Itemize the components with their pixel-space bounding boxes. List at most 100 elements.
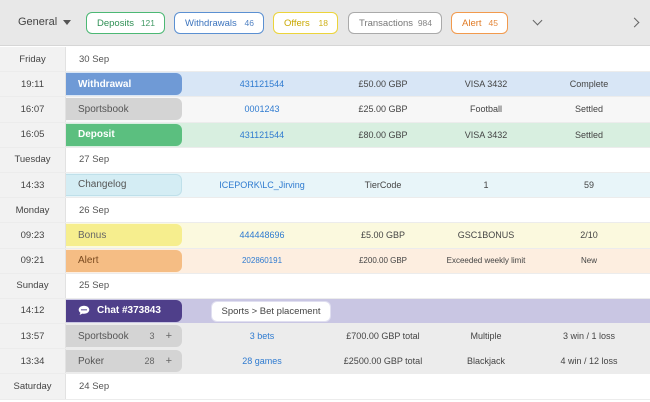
reference-link[interactable]: 3 bets (249, 331, 275, 342)
field-name: TierCode (364, 180, 402, 191)
row-time: 16:07 (0, 97, 66, 122)
offers-filter-chip[interactable]: Offers 18 (273, 12, 338, 34)
amount: £700.00 GBP total (346, 331, 420, 342)
day-header: Monday 26 Sep (0, 198, 650, 224)
chat-bubble-icon (78, 306, 90, 316)
group-count: 3 (149, 331, 155, 342)
caret-down-icon (63, 19, 72, 25)
detail: VISA 3432 (464, 79, 508, 90)
amount: £50.00 GBP (358, 79, 408, 90)
reference-link[interactable]: 202860191 (241, 256, 283, 266)
chip-count: 45 (488, 18, 498, 28)
detail: VISA 3432 (464, 129, 508, 140)
detail: Exceeded weekly limit (446, 256, 526, 266)
new-value: 59 (583, 180, 594, 191)
alert-tag[interactable]: Alert (66, 249, 182, 272)
amount: £5.00 GBP (360, 230, 406, 241)
general-dropdown[interactable]: General (18, 16, 72, 28)
reference-link[interactable]: 0001243 (244, 104, 280, 115)
chat-label: Chat #373843 (97, 305, 161, 317)
withdrawal-tag[interactable]: Withdrawal (66, 73, 182, 96)
alert-filter-chip[interactable]: Alert 45 (451, 12, 508, 34)
day-header: Tuesday 27 Sep (0, 147, 650, 173)
amount: £200.00 GBP (358, 256, 408, 266)
deposit-tag[interactable]: Deposit (66, 123, 182, 146)
plus-icon[interactable]: + (165, 330, 172, 343)
chip-count: 984 (417, 18, 432, 28)
chip-label: Deposits (97, 17, 134, 29)
chip-label: Transactions (359, 17, 414, 29)
day-name: Sunday (0, 273, 66, 298)
changelog-tag[interactable]: Changelog (66, 173, 182, 196)
activity-row[interactable]: 09:21 Alert 202860191 £200.00 GBP Exceed… (0, 248, 650, 274)
bonus-tag[interactable]: Bonus (66, 224, 182, 247)
status: New (580, 256, 597, 266)
poker-group-tag[interactable]: Poker 28 + (66, 350, 182, 373)
chevron-right-icon[interactable] (629, 17, 640, 28)
activity-row[interactable]: 13:34 Poker 28 + 28 games £2500.00 GBP t… (0, 349, 650, 375)
row-time: 09:23 (0, 223, 66, 248)
row-time: 19:11 (0, 72, 66, 97)
chip-label: Alert (462, 17, 482, 29)
day-name: Monday (0, 198, 66, 223)
day-header: Saturday 24 Sep (0, 374, 650, 400)
row-time: 16:05 (0, 122, 66, 147)
plus-icon[interactable]: + (165, 355, 172, 368)
reference-link[interactable]: 431121544 (239, 129, 285, 140)
deposits-filter-chip[interactable]: Deposits 121 (86, 12, 165, 34)
day-date: 26 Sep (79, 204, 110, 216)
status: Settled (574, 104, 604, 115)
day-name: Friday (0, 47, 66, 72)
reference-link[interactable]: 444448696 (239, 230, 285, 241)
status: 4 win / 12 loss (560, 356, 618, 367)
activity-row[interactable]: 14:12 Chat #373843 Sports > Bet placemen… (0, 298, 650, 325)
status: 2/10 (580, 230, 598, 241)
day-header: Sunday 25 Sep (0, 273, 650, 299)
sportsbook-group-tag[interactable]: Sportsbook 3 + (66, 325, 182, 348)
group-count: 28 (144, 356, 155, 367)
sportsbook-tag[interactable]: Sportsbook (66, 98, 182, 121)
day-name: Saturday (0, 374, 66, 399)
day-date: 27 Sep (79, 154, 110, 166)
transactions-filter-chip[interactable]: Transactions 984 (348, 12, 442, 34)
row-time: 09:21 (0, 248, 66, 273)
chip-count: 121 (140, 18, 155, 28)
activity-feed: Friday 30 Sep 19:11 Withdrawal 431121544… (0, 47, 650, 400)
chip-label: Withdrawals (185, 17, 237, 29)
detail: Football (469, 104, 503, 115)
activity-row[interactable]: 16:07 Sportsbook 0001243 £25.00 GBP Foot… (0, 97, 650, 123)
activity-row[interactable]: 19:11 Withdrawal 431121544 £50.00 GBP VI… (0, 72, 650, 98)
withdrawals-filter-chip[interactable]: Withdrawals 46 (174, 12, 264, 34)
general-label: General (18, 16, 58, 28)
day-date: 25 Sep (79, 280, 110, 292)
activity-row[interactable]: 14:33 Changelog ICEPORK\LC_Jirving TierC… (0, 172, 650, 199)
row-time: 14:12 (0, 298, 66, 324)
chip-count: 18 (318, 18, 328, 28)
row-time: 13:34 (0, 349, 66, 374)
chevron-down-icon[interactable] (532, 15, 543, 26)
chat-tag[interactable]: Chat #373843 (66, 299, 182, 322)
amount: £25.00 GBP (358, 104, 408, 115)
day-name: Tuesday (0, 147, 66, 172)
reference-link[interactable]: 28 games (242, 356, 282, 367)
detail: Multiple (470, 331, 502, 342)
day-header: Friday 30 Sep (0, 47, 650, 73)
status: Complete (569, 79, 609, 90)
reference-link[interactable]: 431121544 (239, 79, 285, 90)
chat-topic-pill[interactable]: Sports > Bet placement (212, 301, 330, 321)
detail: GSC1BONUS (457, 230, 515, 241)
activity-row[interactable]: 13:57 Sportsbook 3 + 3 bets £700.00 GBP … (0, 324, 650, 350)
activity-row[interactable]: 16:05 Deposit 431121544 £80.00 GBP VISA … (0, 122, 650, 148)
filter-bar: General Deposits 121 Withdrawals 46 Offe… (0, 0, 650, 46)
group-label: Poker (78, 355, 105, 367)
chip-count: 46 (244, 18, 254, 28)
chip-label: Offers (284, 17, 310, 29)
row-time: 13:57 (0, 324, 66, 349)
day-date: 30 Sep (79, 53, 110, 65)
status: 3 win / 1 loss (562, 331, 616, 342)
amount: £80.00 GBP (358, 129, 408, 140)
reference-link[interactable]: ICEPORK\LC_Jirving (219, 180, 305, 191)
activity-row[interactable]: 09:23 Bonus 444448696 £5.00 GBP GSC1BONU… (0, 223, 650, 249)
status: Settled (574, 129, 604, 140)
day-date: 24 Sep (79, 381, 110, 393)
